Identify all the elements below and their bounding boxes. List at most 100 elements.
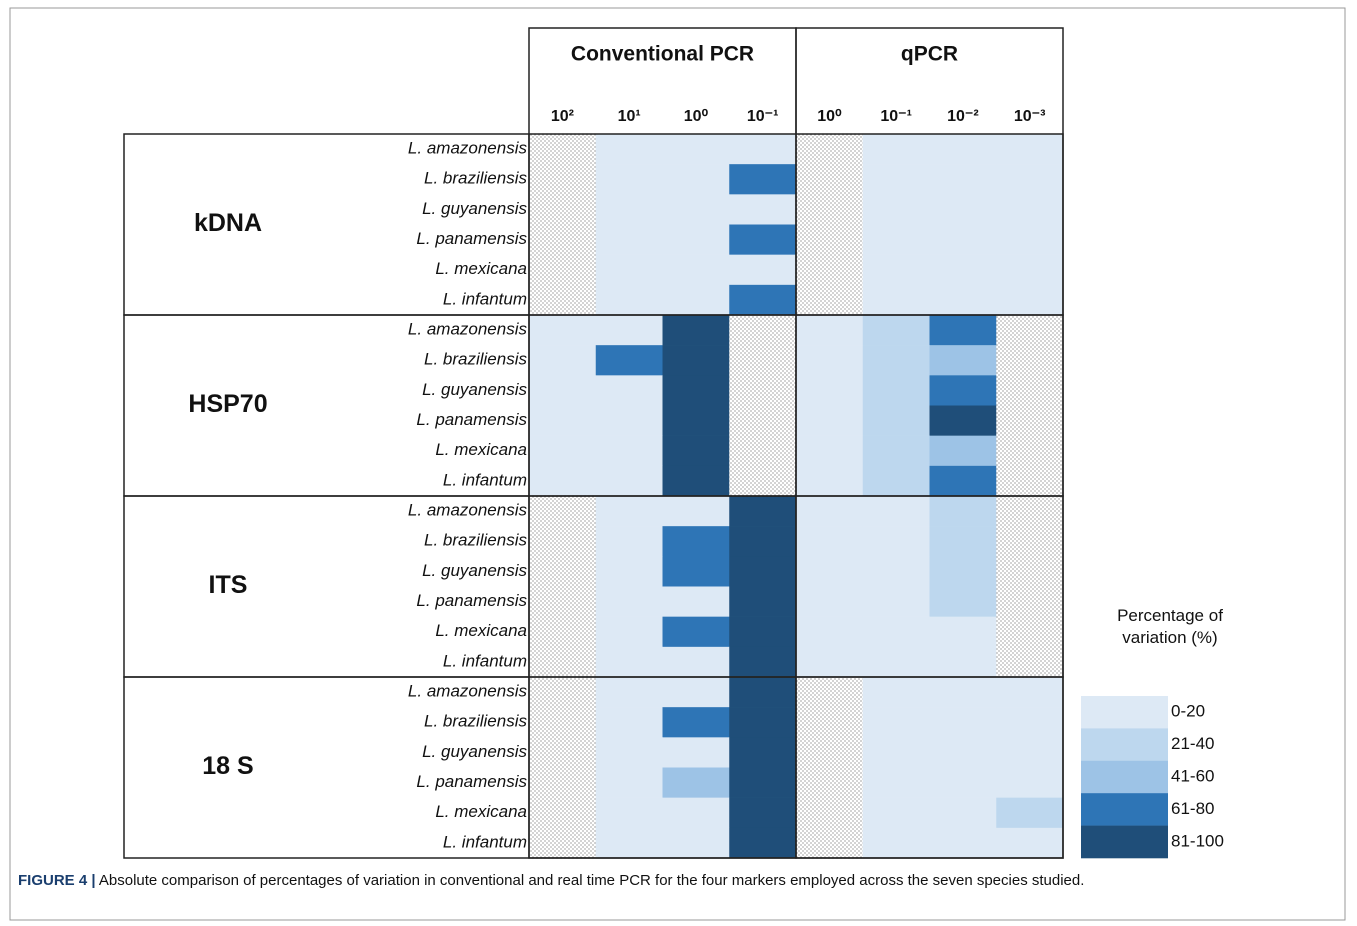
cell bbox=[929, 737, 997, 768]
cell bbox=[662, 737, 730, 768]
cell bbox=[929, 646, 997, 678]
species-label: L. braziliensis bbox=[424, 531, 527, 550]
cell bbox=[662, 526, 730, 557]
marker-label: ITS bbox=[209, 571, 248, 599]
cell bbox=[929, 375, 997, 406]
cell bbox=[529, 435, 597, 467]
legend-label: 41-60 bbox=[1171, 766, 1214, 785]
cell bbox=[729, 496, 797, 527]
cell bbox=[929, 284, 997, 316]
cell bbox=[662, 194, 730, 225]
cell bbox=[862, 737, 930, 768]
cell bbox=[929, 134, 997, 165]
cell bbox=[662, 556, 730, 587]
cell bbox=[529, 556, 597, 587]
cell bbox=[862, 224, 930, 255]
cell bbox=[729, 465, 797, 497]
cell bbox=[862, 586, 930, 617]
cell bbox=[529, 616, 597, 648]
species-label: L. panamensis bbox=[416, 410, 527, 429]
cell bbox=[729, 767, 797, 798]
cell bbox=[729, 194, 797, 225]
column-group-label: qPCR bbox=[901, 43, 958, 66]
cell bbox=[862, 134, 930, 165]
cell bbox=[929, 465, 997, 497]
cell bbox=[662, 254, 730, 286]
cell bbox=[862, 797, 930, 829]
column-label: 10⁻³ bbox=[1014, 108, 1046, 125]
species-label: L. mexicana bbox=[435, 259, 527, 278]
cell bbox=[796, 345, 864, 376]
cell bbox=[595, 827, 663, 859]
cell bbox=[929, 827, 997, 859]
cell bbox=[729, 586, 797, 617]
species-label: L. infantum bbox=[443, 832, 527, 851]
cell bbox=[929, 586, 997, 617]
annotations: kDNA L. amazonensis L. braziliensis L. guya… bbox=[123, 27, 1224, 859]
legend-label: 0-20 bbox=[1171, 702, 1205, 721]
cell bbox=[862, 496, 930, 527]
cell bbox=[529, 737, 597, 768]
cell bbox=[796, 556, 864, 587]
legend-swatch bbox=[1081, 760, 1168, 794]
cell bbox=[996, 315, 1064, 346]
cell bbox=[662, 315, 730, 346]
cell bbox=[595, 405, 663, 436]
cell bbox=[662, 767, 730, 798]
cell bbox=[662, 827, 730, 859]
cell bbox=[529, 375, 597, 406]
legend-label: 81-100 bbox=[1171, 831, 1224, 850]
cell bbox=[729, 435, 797, 467]
cell bbox=[796, 164, 864, 195]
cell bbox=[862, 556, 930, 587]
species-label: L. mexicana bbox=[435, 440, 527, 459]
cell bbox=[796, 465, 864, 497]
cell bbox=[662, 164, 730, 195]
caption-box: FIGURE 4 | Absolute comparison of percen… bbox=[18, 872, 1084, 889]
cell bbox=[929, 194, 997, 225]
cell bbox=[595, 164, 663, 195]
species-label: L. infantum bbox=[443, 289, 527, 308]
cell bbox=[996, 465, 1064, 497]
cell bbox=[529, 707, 597, 738]
marker-label: 18 S bbox=[202, 752, 253, 780]
cell bbox=[862, 435, 930, 467]
species-label: L. panamensis bbox=[416, 772, 527, 791]
cell bbox=[796, 797, 864, 829]
cell bbox=[662, 435, 730, 467]
species-label: L. mexicana bbox=[435, 621, 527, 640]
cell bbox=[862, 164, 930, 195]
cell bbox=[595, 194, 663, 225]
cell bbox=[729, 284, 797, 316]
cell bbox=[996, 586, 1064, 617]
cell bbox=[662, 284, 730, 316]
cell bbox=[796, 677, 864, 708]
cell bbox=[729, 737, 797, 768]
cell bbox=[996, 556, 1064, 587]
cell bbox=[595, 737, 663, 768]
cell bbox=[996, 767, 1064, 798]
cell bbox=[996, 194, 1064, 225]
cell bbox=[529, 284, 597, 316]
cell bbox=[529, 134, 597, 165]
cell bbox=[729, 616, 797, 648]
cell bbox=[862, 526, 930, 557]
cell bbox=[929, 224, 997, 255]
cell bbox=[796, 375, 864, 406]
cell bbox=[662, 707, 730, 738]
cell bbox=[529, 224, 597, 255]
cell bbox=[796, 586, 864, 617]
cell bbox=[595, 616, 663, 648]
cell bbox=[529, 315, 597, 346]
cell bbox=[595, 496, 663, 527]
cell bbox=[996, 737, 1064, 768]
cell bbox=[729, 254, 797, 286]
cell bbox=[729, 556, 797, 587]
cell bbox=[595, 435, 663, 467]
cell bbox=[862, 405, 930, 436]
cell bbox=[929, 707, 997, 738]
cell bbox=[729, 224, 797, 255]
cell bbox=[595, 465, 663, 497]
cell bbox=[729, 827, 797, 859]
legend-swatch bbox=[1081, 793, 1168, 826]
